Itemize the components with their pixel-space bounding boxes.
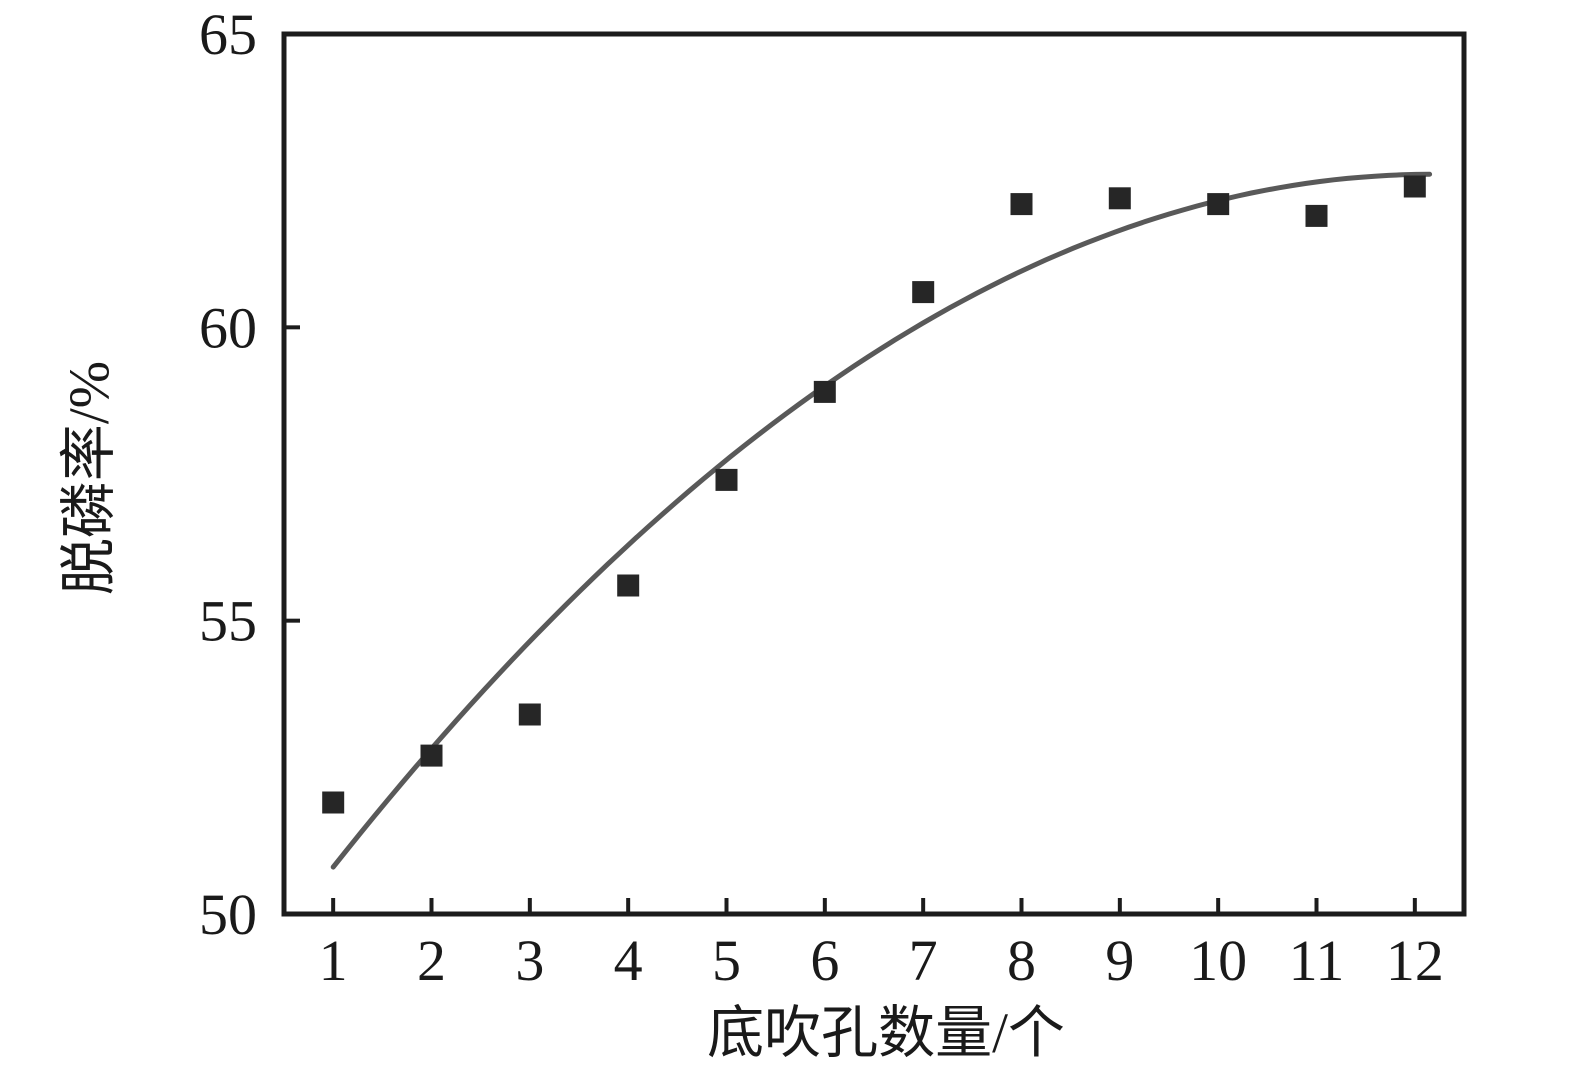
x-tick-label-9: 9 xyxy=(1105,928,1134,993)
data-point-2 xyxy=(420,744,443,767)
x-axis-title: 底吹孔数量/个 xyxy=(707,1002,1065,1065)
data-point-1 xyxy=(322,791,345,814)
data-point-7 xyxy=(912,281,935,304)
data-point-10 xyxy=(1207,193,1230,216)
data-point-11 xyxy=(1305,204,1328,227)
x-tick-label-10: 10 xyxy=(1189,928,1247,993)
data-point-12 xyxy=(1403,175,1426,198)
x-tick-label-6: 6 xyxy=(810,928,839,993)
fit-curve xyxy=(330,171,1433,870)
y-axis-title: 脱磷率/% xyxy=(58,361,121,595)
x-tick-label-2: 2 xyxy=(417,928,446,993)
y-tick-label-55: 55 xyxy=(199,589,257,654)
x-tick-label-11: 11 xyxy=(1289,928,1345,993)
x-tick-label-5: 5 xyxy=(712,928,741,993)
y-tick-label-50: 50 xyxy=(199,882,257,947)
y-tick-label-60: 60 xyxy=(199,295,257,360)
data-point-9 xyxy=(1108,187,1131,210)
x-tick-label-8: 8 xyxy=(1007,928,1036,993)
y-tick-label-65: 65 xyxy=(199,2,257,67)
data-point-5 xyxy=(715,468,738,491)
data-point-4 xyxy=(617,574,640,597)
data-point-6 xyxy=(813,380,836,403)
x-tick-label-4: 4 xyxy=(614,928,643,993)
data-point-8 xyxy=(1010,193,1033,216)
x-tick-label-3: 3 xyxy=(515,928,544,993)
x-tick-label-12: 12 xyxy=(1386,928,1444,993)
data-point-3 xyxy=(518,703,541,726)
plot-frame xyxy=(281,31,1467,917)
x-tick-label-7: 7 xyxy=(909,928,938,993)
x-tick-label-1: 1 xyxy=(319,928,348,993)
